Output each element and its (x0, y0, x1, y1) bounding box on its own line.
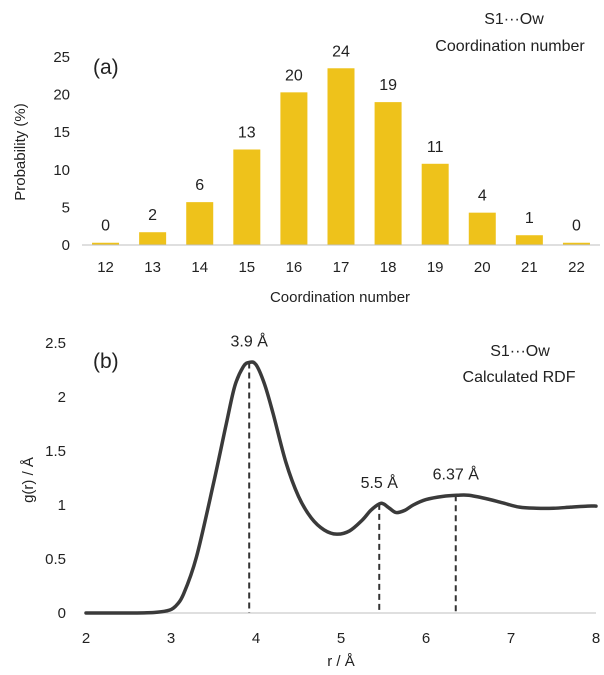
bar-chart-x-ticks: 12 13 14 15 16 17 18 19 20 21 22 (97, 259, 585, 276)
x-tick-label: 3 (167, 630, 175, 647)
line-chart-y-axis-title: g(r) / Å (20, 457, 37, 503)
x-tick-label: 8 (592, 630, 600, 647)
y-tick-label: 0 (62, 237, 70, 254)
bar (280, 92, 308, 246)
y-tick-label: 1 (58, 497, 66, 514)
bar-data-label: 1 (525, 210, 534, 227)
bar-chart-header-line-1: S1···Ow (484, 11, 544, 28)
x-tick-label: 4 (252, 630, 260, 647)
bar-data-label: 4 (478, 188, 487, 205)
x-tick-label: 12 (97, 259, 114, 276)
bar (92, 242, 120, 245)
peak-label: 6.37 Å (433, 464, 480, 483)
bar (374, 102, 402, 246)
rdf-line-chart: 0 0.5 1 1.5 2 2.5 2 3 4 5 6 7 8 3.9 Å 5.5 Å 6.37 Å (b… (20, 331, 600, 670)
line-chart-x-axis-title: r / Å (327, 653, 355, 670)
x-tick-label: 16 (286, 259, 303, 276)
x-tick-label: 19 (427, 259, 444, 276)
y-tick-label: 0 (58, 605, 66, 622)
line-chart-x-ticks: 2 3 4 5 6 7 8 (82, 630, 600, 647)
line-chart-header-line-2: Calculated RDF (463, 369, 576, 386)
bar (468, 212, 496, 245)
x-tick-label: 21 (521, 259, 538, 276)
x-tick-label: 20 (474, 259, 491, 276)
bar-data-label: 19 (379, 77, 397, 94)
panel-label-b: (b) (93, 350, 119, 373)
bar (233, 149, 261, 245)
x-tick-label: 6 (422, 630, 430, 647)
y-tick-label: 1.5 (45, 443, 66, 460)
bar (421, 163, 449, 245)
bar-data-label: 11 (427, 139, 444, 156)
bar (562, 242, 590, 245)
bar-data-label: 6 (195, 177, 204, 194)
bar (186, 202, 214, 245)
x-tick-label: 22 (568, 259, 585, 276)
bar-data-label: 2 (148, 207, 157, 224)
bar-chart-bars (92, 68, 590, 246)
bar (515, 235, 543, 245)
x-tick-label: 5 (337, 630, 345, 647)
y-tick-label: 0.5 (45, 551, 66, 568)
peak-label: 3.9 Å (231, 331, 269, 350)
line-chart-header-line-1: S1···Ow (490, 343, 550, 360)
bar (327, 68, 355, 245)
peak-labels: 3.9 Å 5.5 Å 6.37 Å (231, 331, 480, 491)
x-tick-label: 15 (238, 259, 255, 276)
x-tick-label: 7 (507, 630, 515, 647)
peak-guide-lines (248, 362, 457, 613)
rdf-series-line (84, 360, 598, 615)
peak-label: 5.5 Å (361, 473, 399, 492)
bar-chart-y-ticks: 0 5 10 15 20 25 (53, 49, 70, 254)
bar-data-label: 13 (238, 124, 256, 141)
bar-data-label: 0 (572, 218, 581, 235)
y-tick-label: 2 (58, 389, 66, 406)
x-tick-label: 17 (333, 259, 350, 276)
y-tick-label: 15 (53, 124, 70, 141)
y-tick-label: 2.5 (45, 335, 66, 352)
y-tick-label: 10 (53, 162, 70, 179)
bar-chart-data-labels: 0 2 6 13 20 24 19 11 4 1 0 (101, 43, 581, 234)
bar-chart-header-line-2: Coordination number (435, 38, 585, 55)
x-tick-label: 2 (82, 630, 90, 647)
line-chart-y-ticks: 0 0.5 1 1.5 2 2.5 (45, 335, 66, 622)
x-tick-label: 14 (191, 259, 208, 276)
bar-chart-y-axis-title: Probability (%) (12, 103, 29, 201)
y-tick-label: 5 (62, 199, 70, 216)
bar-data-label: 0 (101, 218, 110, 235)
x-tick-label: 13 (144, 259, 161, 276)
bar-chart-x-axis-title: Coordination number (270, 289, 410, 306)
panel-label-a: (a) (93, 56, 119, 79)
y-tick-label: 20 (53, 87, 70, 104)
y-tick-label: 25 (53, 49, 70, 66)
bar-data-label: 20 (285, 67, 303, 84)
bar-data-label: 24 (332, 43, 350, 60)
x-tick-label: 18 (380, 259, 397, 276)
bar (139, 232, 167, 245)
